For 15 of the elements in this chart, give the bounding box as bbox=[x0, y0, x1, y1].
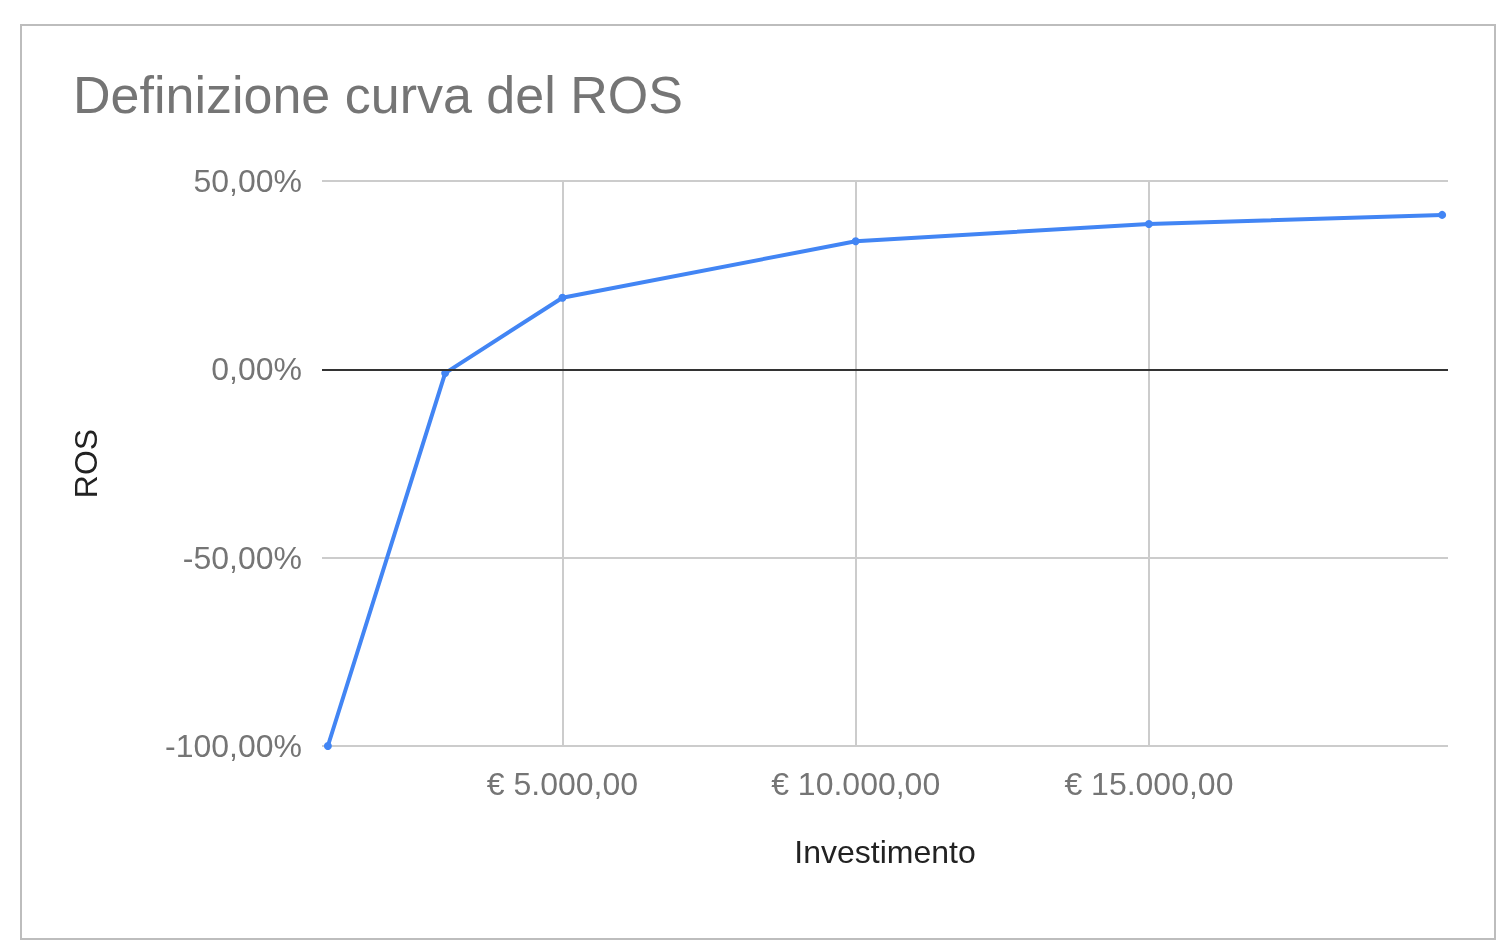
x-tick-label: € 10.000,00 bbox=[771, 766, 941, 802]
x-tick-label: € 15.000,00 bbox=[1064, 766, 1234, 802]
x-tick-label: € 5.000,00 bbox=[486, 766, 639, 802]
x-axis-title: Investimento bbox=[794, 834, 976, 870]
y-axis-title: ROS bbox=[68, 428, 104, 499]
y-tick-label: 0,00% bbox=[211, 351, 302, 388]
point bbox=[1144, 219, 1153, 228]
point bbox=[851, 237, 860, 246]
point bbox=[1438, 210, 1447, 219]
y-tick-label: 50,00% bbox=[193, 163, 302, 199]
point bbox=[323, 742, 332, 750]
chart-title: Definizione curva del ROS bbox=[73, 66, 683, 124]
y-tick-label: -100,00% bbox=[165, 728, 302, 764]
point bbox=[558, 293, 567, 302]
y-tick-label: -50,00% bbox=[182, 539, 302, 576]
